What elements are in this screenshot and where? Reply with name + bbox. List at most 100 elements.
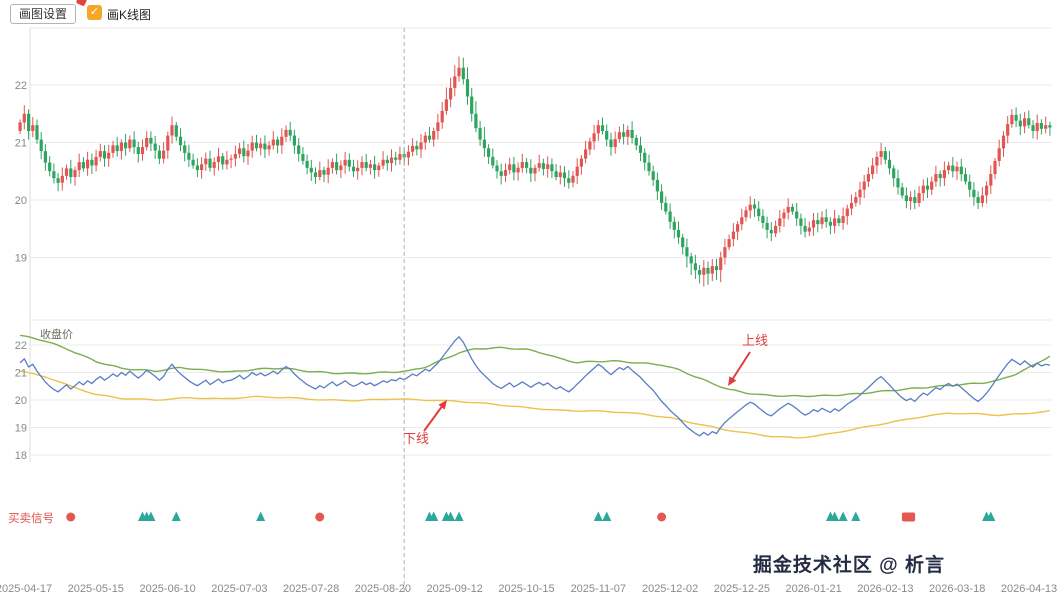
lower-line-arrowhead (438, 400, 447, 410)
candle-body (968, 181, 972, 190)
candle-body (360, 162, 364, 168)
candle-body (98, 151, 102, 157)
candle-body (322, 170, 326, 175)
candle-body (529, 167, 533, 174)
candle-body (1031, 125, 1035, 131)
main-panel-grid (30, 84, 1052, 258)
candle-body (335, 162, 339, 171)
candle-body (508, 164, 512, 171)
candle-body (178, 136, 183, 146)
candle-body (1044, 125, 1048, 129)
candle-body (828, 221, 832, 226)
candle-body (525, 162, 529, 168)
main-y-tick: 22 (15, 80, 27, 92)
band-panel-legend: 收盘价 (40, 329, 73, 341)
candle-body (145, 137, 149, 148)
x-axis-date-label: 2025-07-03 (211, 583, 267, 595)
candle-body (1039, 123, 1043, 129)
x-axis-date-label: 2026-01-21 (785, 583, 841, 595)
candle-body (622, 132, 626, 137)
candle-body (81, 162, 85, 169)
buy-signal-marker (851, 511, 861, 521)
candle-body (963, 174, 968, 182)
x-axis-date-label: 2025-09-12 (427, 583, 483, 595)
candle-body (706, 267, 710, 274)
candle-body (541, 163, 545, 169)
candle-body (554, 171, 558, 178)
candle-body (140, 147, 145, 154)
candle-body (845, 208, 849, 217)
candle-body (326, 167, 330, 175)
candle-body (1001, 135, 1006, 149)
kline-checkbox[interactable]: ✓ (87, 5, 102, 20)
candle-body (930, 181, 934, 190)
candle-body (309, 167, 313, 173)
candle-body (263, 143, 267, 150)
candle-body (769, 229, 773, 234)
candle-body (849, 202, 854, 209)
candle-body (1018, 120, 1022, 127)
candle-body (600, 125, 605, 131)
candle-body (643, 152, 647, 163)
candle-body (64, 168, 69, 176)
candle-body (69, 168, 73, 177)
candle-body (377, 165, 381, 171)
candle-body (723, 247, 727, 258)
candle-body (389, 157, 394, 164)
candle-body (128, 139, 132, 149)
buy-signal-marker (454, 511, 464, 521)
candle-body (86, 159, 90, 169)
candle-body (917, 193, 921, 203)
candlestick-series (18, 56, 1052, 287)
candle-body (292, 135, 296, 146)
candle-body (942, 170, 946, 179)
candle-body (233, 154, 237, 159)
candle-body (710, 266, 714, 274)
candle-body (562, 172, 567, 179)
buy-signal-marker (146, 511, 156, 521)
candle-body (436, 122, 440, 131)
sell-signal-marker (657, 512, 667, 522)
candle-body (432, 131, 436, 140)
candle-body (887, 159, 892, 169)
candle-body (356, 167, 360, 172)
candle-body (119, 142, 123, 152)
candle-body (938, 174, 942, 179)
candle-body (31, 125, 35, 131)
candle-body (959, 166, 963, 175)
kline-checkbox-label: 画K线图 (107, 8, 152, 22)
candle-body (638, 145, 643, 153)
candle-body (660, 191, 664, 203)
candle-body (444, 99, 448, 111)
candle-body (288, 129, 292, 136)
candle-body (364, 162, 368, 168)
candle-body (259, 143, 263, 149)
candle-body (35, 125, 39, 140)
candle-body (124, 142, 128, 149)
candle-body (782, 212, 786, 219)
band-y-tick: 18 (15, 450, 27, 462)
candle-body (841, 216, 845, 223)
candle-body (693, 263, 697, 271)
candle-body (136, 147, 140, 154)
candle-body (478, 128, 482, 140)
upper-line-arrow (731, 351, 751, 381)
candle-body (803, 225, 807, 232)
candle-body (626, 129, 630, 137)
band-y-tick: 20 (15, 395, 27, 407)
candle-body (271, 139, 275, 146)
buy-signal-marker (830, 511, 840, 521)
candle-body (533, 167, 537, 174)
candle-body (461, 67, 465, 80)
draw-settings-button[interactable]: 画图设置 (10, 4, 77, 24)
candle-body (170, 125, 174, 136)
candle-body (246, 150, 250, 157)
candle-body (225, 159, 229, 165)
main-y-tick: 21 (15, 138, 27, 150)
candle-body (558, 172, 562, 177)
upper-line-annotation: 上线 (742, 333, 769, 348)
sell-signal-marker (906, 512, 916, 522)
candle-body (351, 166, 356, 172)
candle-body (453, 76, 457, 88)
